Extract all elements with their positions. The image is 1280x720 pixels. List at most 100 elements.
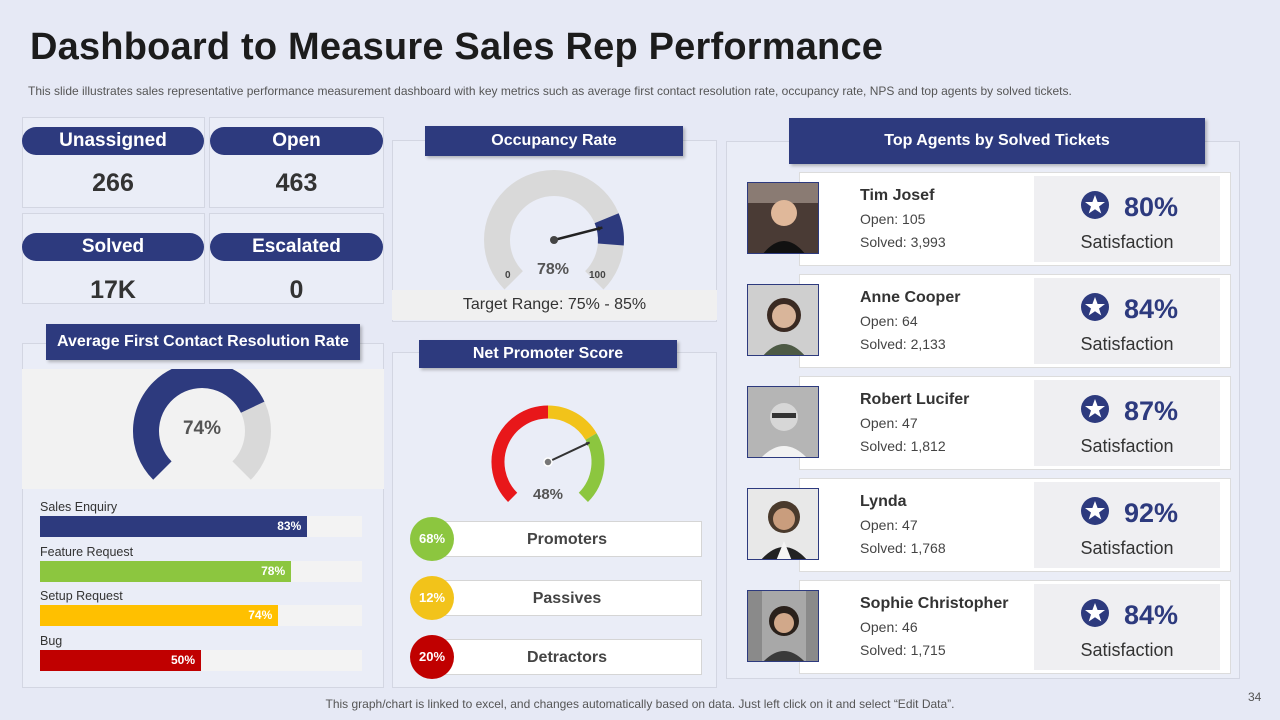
star-icon xyxy=(1081,293,1109,321)
agent-card: Lynda Open: 47 Solved: 1,768 92% Satisfa… xyxy=(799,478,1231,572)
bar: 78% xyxy=(40,560,292,582)
agent-solved: Solved: 1,768 xyxy=(860,540,946,556)
fcr-gauge-fill xyxy=(133,369,265,480)
agent-name: Sophie Christopher xyxy=(860,595,1009,612)
agent-satisfaction: 84% Satisfaction xyxy=(1034,584,1220,670)
fcr-gauge xyxy=(133,369,271,480)
nps-detractors-box: Detractors xyxy=(432,639,702,675)
agent-solved: Solved: 1,715 xyxy=(860,642,946,658)
agent-satisfaction-pct: 84% xyxy=(1124,600,1179,630)
agent-photo xyxy=(747,488,819,560)
nps-value: 48% xyxy=(532,486,564,503)
solved-value: 17K xyxy=(90,276,136,304)
nps-passives-pct: 12% xyxy=(410,576,454,620)
bar-track: 78% xyxy=(40,560,362,582)
bar-row: Sales Enquiry 83% xyxy=(40,500,362,537)
escalated-value: 0 xyxy=(289,276,304,304)
bar-category-label: Feature Request xyxy=(40,544,134,559)
occupancy-min-label: 0 xyxy=(505,270,511,281)
agent-row: Lynda Open: 47 Solved: 1,768 92% Satisfa… xyxy=(747,478,1231,572)
nps-gauge-needle-head xyxy=(585,442,590,446)
agent-photo xyxy=(747,386,819,458)
page-subtitle: This slide illustrates sales representat… xyxy=(28,84,1072,98)
occupancy-gauge-target-band xyxy=(594,213,624,246)
fcr-header: Average First Contact Resolution Rate xyxy=(46,324,360,360)
occupancy-header: Occupancy Rate xyxy=(425,126,683,156)
page-title: Dashboard to Measure Sales Rep Performan… xyxy=(30,26,884,68)
star-icon xyxy=(1081,599,1109,627)
agent-photo xyxy=(747,590,819,662)
agent-row: Robert Lucifer Open: 47 Solved: 1,812 87… xyxy=(747,376,1231,470)
unassigned-label: Unassigned xyxy=(22,127,204,155)
avatar-icon xyxy=(748,387,818,457)
occupancy-value: 78% xyxy=(536,261,570,278)
agent-photo xyxy=(747,284,819,356)
agent-satisfaction-pct: 87% xyxy=(1124,396,1179,426)
occupancy-gauge-needle-head xyxy=(597,226,603,232)
agent-row: Sophie Christopher Open: 46 Solved: 1,71… xyxy=(747,580,1231,674)
agent-name: Lynda xyxy=(860,493,907,510)
agent-open: Open: 47 xyxy=(860,415,918,431)
bar: 50% xyxy=(40,649,201,671)
agent-row: Tim Josef Open: 105 Solved: 3,993 80% Sa… xyxy=(747,172,1231,266)
agent-satisfaction-pct: 92% xyxy=(1124,498,1179,528)
occupancy-target-range: Target Range: 75% - 85% xyxy=(392,290,717,320)
nps-detractors-pct: 20% xyxy=(410,635,454,679)
bar-row: Setup Request 74% xyxy=(40,589,362,626)
nps-gauge-band-0 xyxy=(491,405,549,502)
bar-category-label: Sales Enquiry xyxy=(40,500,118,514)
agent-satisfaction-label: Satisfaction xyxy=(1080,334,1174,354)
star-icon xyxy=(1081,497,1109,525)
agent-satisfaction: 84% Satisfaction xyxy=(1034,278,1220,364)
fcr-value: 74% xyxy=(182,418,222,439)
bar-track: 50% xyxy=(40,649,362,671)
avatar-icon xyxy=(748,183,818,253)
avatar-icon xyxy=(748,591,818,661)
occupancy-gauge xyxy=(484,170,624,290)
bar-track: 74% xyxy=(40,605,362,626)
escalated-label: Escalated xyxy=(210,233,383,261)
avatar-icon xyxy=(748,285,818,355)
occupancy-gauge-hub xyxy=(550,236,558,244)
agent-satisfaction: 92% Satisfaction xyxy=(1034,482,1220,568)
nps-promoters-pct: 68% xyxy=(410,517,454,561)
bar: 74% xyxy=(40,605,279,626)
bar-category-label: Bug xyxy=(40,633,63,648)
bar-row: Feature Request 78% xyxy=(40,545,362,582)
agent-open: Open: 105 xyxy=(860,211,926,227)
page-number: 34 xyxy=(1248,690,1262,704)
star-icon xyxy=(1081,395,1109,423)
nps-gauge-band-1 xyxy=(547,405,597,441)
agent-photo xyxy=(747,182,819,254)
agent-list: Tim Josef Open: 105 Solved: 3,993 80% Sa… xyxy=(747,172,1231,674)
unassigned-value: 266 xyxy=(92,169,134,197)
bar-track: 83% xyxy=(40,516,362,537)
agent-solved: Solved: 1,812 xyxy=(860,438,946,454)
open-label: Open xyxy=(210,127,383,155)
star-icon xyxy=(1081,191,1109,219)
agent-card: Tim Josef Open: 105 Solved: 3,993 80% Sa… xyxy=(799,172,1231,266)
avatar-icon xyxy=(748,489,818,559)
nps-header: Net Promoter Score xyxy=(419,340,677,368)
solved-label: Solved xyxy=(22,233,204,261)
agent-satisfaction-label: Satisfaction xyxy=(1080,640,1174,660)
agent-satisfaction-pct: 84% xyxy=(1124,294,1179,324)
bar-row: Bug 50% xyxy=(40,634,362,671)
agent-name: Anne Cooper xyxy=(860,289,961,306)
bar: 83% xyxy=(40,516,308,537)
agent-open: Open: 64 xyxy=(860,313,918,329)
agent-satisfaction-label: Satisfaction xyxy=(1080,538,1174,558)
fcr-gauge-area xyxy=(22,369,384,489)
agent-card: Anne Cooper Open: 64 Solved: 2,133 84% S… xyxy=(799,274,1231,368)
agent-solved: Solved: 2,133 xyxy=(860,336,946,352)
agent-card: Robert Lucifer Open: 47 Solved: 1,812 87… xyxy=(799,376,1231,470)
fcr-bar-chart: Sales Enquiry 83% Feature Request 78% Setup … xyxy=(40,500,364,680)
open-value: 463 xyxy=(275,169,318,197)
agent-satisfaction: 80% Satisfaction xyxy=(1034,176,1220,262)
nps-promoters-box: Promoters xyxy=(432,521,702,557)
agent-name: Tim Josef xyxy=(860,187,935,204)
agent-card: Sophie Christopher Open: 46 Solved: 1,71… xyxy=(799,580,1231,674)
nps-gauge-band-2 xyxy=(578,433,605,502)
agent-satisfaction-label: Satisfaction xyxy=(1080,436,1174,456)
agent-open: Open: 47 xyxy=(860,517,918,533)
